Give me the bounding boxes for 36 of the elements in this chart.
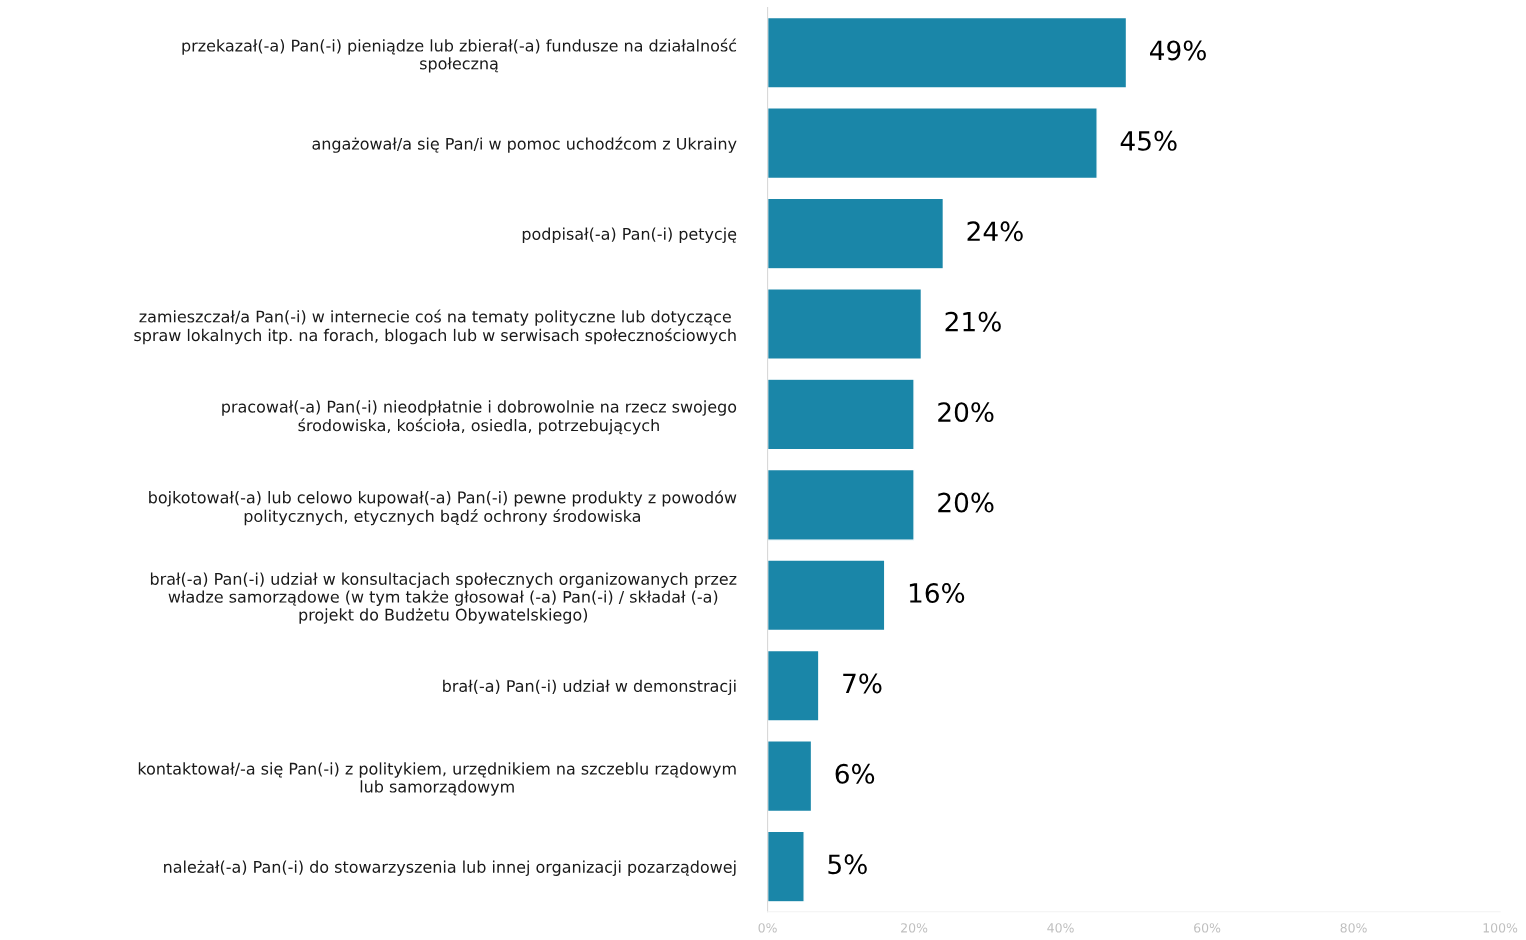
bar <box>767 378 915 451</box>
x-tick-label: 80% <box>1340 923 1367 933</box>
bar <box>767 16 1128 89</box>
bar <box>767 107 1098 180</box>
data-label: 16% <box>909 583 965 603</box>
y-tick-label: bojkotował(-a) lub celowo kupował(-a) Pan(-i) pewne produkty z powodów politycznych, etycznych bądź ochrony środowiska <box>149 490 737 526</box>
data-label: 7% <box>843 673 882 694</box>
data-label: 5% <box>828 854 867 875</box>
y-tick-label: brał(-a) Pan(-i) udział w konsultacjach społecznych organizowanych przez władze samorządowe (w tym także głosował (-a) Pan(-i) / składał (-a) projekt do Budżetu Obywatelskiego) <box>150 572 737 624</box>
data-label: 24% <box>967 221 1023 242</box>
bar <box>767 197 945 270</box>
y-tick-label: przekazał(-a) Pan(-i) pieniądze lub zbierał(-a) fundusze na działalność społeczną <box>182 38 737 73</box>
bar <box>767 830 805 903</box>
y-tick-label: brał(-a) Pan(-i) udział w demonstracji <box>443 679 736 696</box>
y-tick-label: zamieszczał/a Pan(-i) w internecie coś na tematy polityczne lub dotyczące spraw lokalnych itp. na forach, blogach lub w serwisach społecznościowych <box>134 309 736 345</box>
x-tick-label: 0% <box>758 923 777 933</box>
bar <box>767 740 813 813</box>
data-label: 20% <box>938 402 994 423</box>
x-tick-label: 60% <box>1194 923 1221 933</box>
data-label: 49% <box>1150 40 1206 61</box>
y-tick-label: angażował/a się Pan/i w pomoc uchodźcom z Ukrainy <box>312 136 737 153</box>
x-tick-label: 20% <box>901 923 928 933</box>
y-tick-label: podpisał(-a) Pan(-i) petycję <box>522 227 737 243</box>
y-tick-label: pracował(-a) Pan(-i) nieodpłatnie i dobrowolnie na rzecz swojego środowiska, kościoła, osiedla, potrzebujących <box>222 400 737 435</box>
y-tick-label: kontaktował/-a się Pan(-i) z politykiem, urzędnikiem na szczeblu rządowym lub samorządowym <box>138 762 736 796</box>
bar <box>767 649 820 722</box>
y-tick-label: należał(-a) Pan(-i) do stowarzyszenia lub innej organizacji pozarządowej <box>164 860 736 876</box>
data-label: 45% <box>1120 130 1177 151</box>
bar <box>767 288 923 360</box>
bar <box>767 559 886 632</box>
data-label: 6% <box>835 763 875 784</box>
bar <box>767 468 915 541</box>
data-label: 21% <box>945 311 1001 332</box>
data-label: 20% <box>938 492 994 513</box>
x-tick-label: 40% <box>1047 923 1074 933</box>
x-tick-label: 100% <box>1483 923 1518 933</box>
